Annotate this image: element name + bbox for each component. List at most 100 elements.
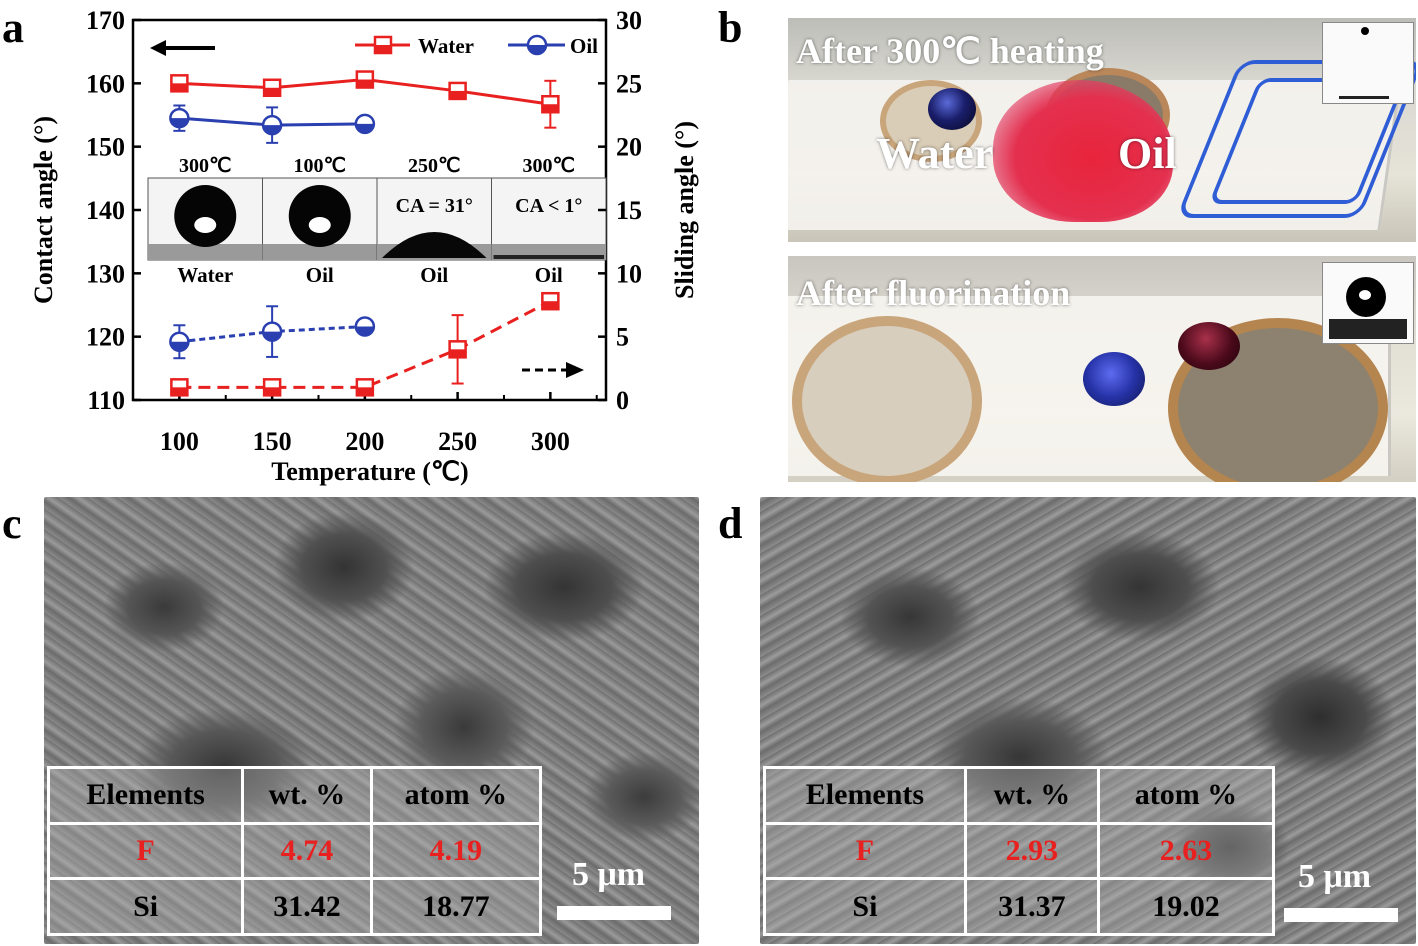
droplet-highlight [308,217,331,233]
inset-ca-label: CA < 1° [515,195,582,217]
oil-stain [993,80,1173,222]
y-left-tick-label: 150 [86,133,125,162]
droplet [288,185,351,247]
table-cell: 4.19 [369,821,543,881]
table-row: Elements wt. % atom % [46,766,543,825]
photo-water-label: Water [876,129,994,178]
x-tick-label: 250 [438,427,477,456]
inset-temperature-label: 100℃ [294,155,346,177]
droplet-inset-bottom [1322,262,1414,344]
edx-table-d: Elements wt. % atom % F 2.93 2.63 Si 31.… [763,766,1276,936]
table-cell: 31.37 [963,877,1100,936]
table-cell: Si [46,877,245,936]
inset-liquid-label: Water [177,263,233,287]
droplet-highlight [194,217,217,233]
table-row: Si 31.37 19.02 [763,877,1276,936]
inset-temperature-label: 250℃ [408,155,460,177]
inset-liquid-label: Oil [420,263,448,287]
table-header-cell: Elements [46,766,245,825]
y-right-tick-label: 20 [616,133,642,162]
table-cell: 2.93 [963,821,1100,881]
scale-bar-d [1284,908,1398,922]
legend-water-label: Water [418,34,474,58]
table-cell: 19.02 [1096,877,1276,936]
photo-bottom-title: After fluorination [796,273,1071,313]
series-oil-left [169,104,376,144]
x-tick-label: 200 [345,427,384,456]
y-left-tick-label: 160 [86,69,125,98]
table-header-cell: atom % [369,766,543,825]
droplet-inset: 300℃ Oil CA < 1° [491,155,607,287]
scale-label-d: 5 μm [1298,858,1372,895]
photo-after-heating: After 300℃ heating Water Oil [788,18,1416,242]
table-cell: 2.63 [1096,821,1276,881]
data-point-fill [355,326,374,336]
droplet-film [493,255,604,259]
data-point-fill [171,387,188,396]
left-axis-arrow-head [150,40,166,56]
x-tick-label: 150 [253,427,292,456]
table-header-cell: atom % [1096,766,1276,825]
y-right-tick-label: 10 [616,259,642,288]
table-header-cell: Elements [763,766,967,825]
y-axis-left-title: Contact angle (°) [29,116,58,304]
y-left-tick-label: 170 [86,6,125,35]
series-line [179,299,552,389]
inset-substrate [148,244,263,260]
data-point-fill [170,118,189,128]
data-point-fill [263,331,282,341]
right-axis-arrow-head [566,362,584,378]
data-point-fill [264,387,281,396]
table-cell: 18.77 [369,877,543,936]
data-point-fill [449,349,466,358]
inset-liquid-label: Oil [306,263,334,287]
inset-temperature-label: 300℃ [179,155,231,177]
photo-top-title: After 300℃ heating [796,31,1104,71]
legend-oil-label: Oil [570,34,598,58]
droplet-inset: 250℃ Oil CA = 31° [376,155,492,287]
y-right-tick-label: 5 [616,323,629,352]
droplet [174,185,237,247]
inset-substrate [262,244,377,260]
scale-bar-c [557,906,671,920]
table-cell: 4.74 [241,821,373,881]
y-right-tick-label: 30 [616,6,642,35]
panel-letter-c: c [2,499,22,548]
panel-letter-a: a [2,3,24,52]
edx-table-c: Elements wt. % atom % F 4.74 4.19 Si 31.… [46,766,543,936]
data-point-fill [542,301,559,310]
data-point-fill [264,87,281,96]
data-point-fill [449,90,466,99]
y-left-tick-label: 140 [86,196,125,225]
contact-angle-chart: 300℃ Water 100℃ Oil 250℃ Oil CA = 31° 300℃ Oil CA… [29,6,699,486]
water-drop [928,88,976,130]
table-cell: 31.42 [241,877,373,936]
data-point-fill [171,83,188,92]
data-point-fill [355,123,374,133]
table-row: Elements wt. % atom % [763,766,1276,825]
y-left-tick-label: 110 [87,386,125,415]
droplet-inset-top [1322,22,1414,104]
panel-letter-d: d [718,499,743,548]
droplet-flat [382,232,487,258]
y-left-tick-label: 120 [86,323,125,352]
legend: Water Oil [355,34,598,58]
series-oil-right [169,305,376,360]
photo-oil-label: Oil [1118,129,1177,178]
y-right-tick-label: 25 [616,69,642,98]
data-point-fill [356,79,373,88]
table-header-cell: wt. % [963,766,1100,825]
red-drop [1178,322,1240,370]
table-row: F 2.93 2.63 [763,821,1276,881]
data-point-fill [356,387,373,396]
y-left-tick-label: 130 [86,259,125,288]
series-water-left [170,70,560,129]
data-point-fill [263,125,282,135]
y-right-tick-label: 15 [616,196,642,225]
inset-temperature-label: 300℃ [523,155,575,177]
scale-label-c: 5 μm [572,856,646,893]
series-water-right [170,291,560,397]
table-row: F 4.74 4.19 [46,821,543,881]
panel-letter-b: b [718,3,743,52]
table-cell: F [46,821,245,881]
